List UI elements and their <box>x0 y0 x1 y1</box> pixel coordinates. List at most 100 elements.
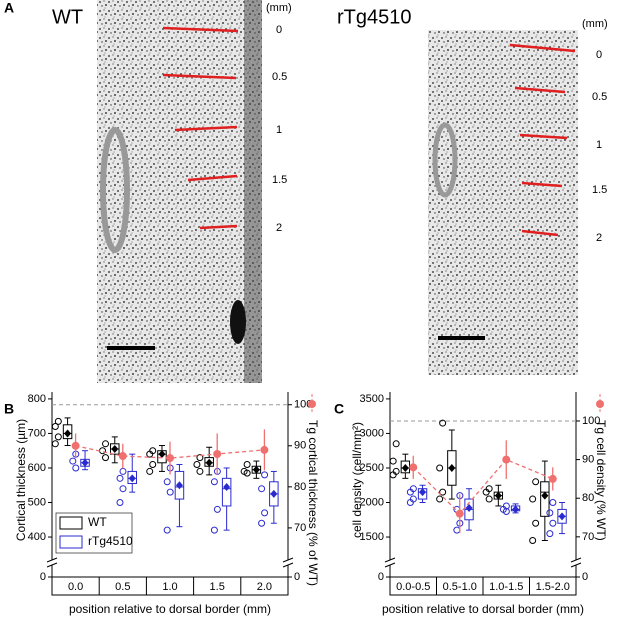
axis-break <box>283 560 293 565</box>
data-point <box>439 419 447 427</box>
mean <box>128 474 136 483</box>
data-point <box>243 461 251 469</box>
data-point <box>72 464 80 472</box>
y2-tick-label: 100 <box>294 399 312 411</box>
data-point <box>102 454 110 462</box>
data-point <box>213 505 221 513</box>
x-tick-label: 1.5 <box>210 581 225 593</box>
data-point <box>406 488 414 496</box>
axis-break <box>571 560 581 565</box>
depth-label: 2 <box>596 232 602 244</box>
depth-label: 1.5 <box>272 174 287 186</box>
x-axis-label: position relative to dorsal border (mm) <box>382 602 584 616</box>
axis-break <box>46 557 58 563</box>
legend-swatch <box>59 516 83 530</box>
unit-label: (mm) <box>582 18 608 30</box>
data-point <box>116 499 124 507</box>
y2-tick-label: 0 <box>294 571 300 583</box>
panel-label: B <box>4 401 14 417</box>
y2-axis-label: Tg cell density (% WT) <box>594 420 608 541</box>
depth-label: 0 <box>596 49 602 61</box>
mean <box>558 512 566 521</box>
data-point <box>163 526 171 534</box>
data-point <box>210 478 218 486</box>
data-point <box>406 499 414 507</box>
position-lines <box>162 26 576 237</box>
tissue <box>100 127 130 253</box>
data-point <box>436 495 444 503</box>
y-tick-label: 2000 <box>360 496 384 508</box>
mean <box>252 465 260 474</box>
data-point <box>482 488 490 496</box>
ratio-point <box>409 463 418 472</box>
tissue <box>244 0 262 383</box>
data-point <box>54 433 62 441</box>
data-point <box>99 447 107 455</box>
ratio-point <box>502 455 511 464</box>
axis-break <box>47 560 57 565</box>
axis-break <box>384 562 396 568</box>
x-tick-label: 1.0-1.5 <box>489 581 523 593</box>
tg-title: rTg4510 <box>337 6 412 28</box>
y2-tick-label: 0 <box>582 571 588 583</box>
ratio-point <box>118 452 127 461</box>
data-point <box>149 461 157 469</box>
data-point <box>532 478 540 486</box>
ratio-point <box>213 449 222 458</box>
panel-label: A <box>4 0 14 16</box>
data-point <box>166 488 174 496</box>
mean <box>158 450 166 459</box>
y2-tick-label: 90 <box>582 454 594 466</box>
axis-break <box>282 557 294 563</box>
data-point <box>549 499 557 507</box>
legend-marker <box>308 400 316 408</box>
y-tick-label: 3000 <box>360 427 384 439</box>
mean <box>64 429 72 438</box>
ratio-point <box>548 474 557 483</box>
axis-break <box>385 560 395 565</box>
data-point <box>436 464 444 472</box>
y-tick-label: 2500 <box>360 462 384 474</box>
legend-marker <box>596 400 604 408</box>
data-point <box>119 467 127 475</box>
mean <box>270 489 278 498</box>
legend-label: WT <box>88 515 107 529</box>
x-tick-label: 0.5 <box>115 581 130 593</box>
data-point <box>210 526 218 534</box>
data-point <box>69 457 77 465</box>
legend-swatch <box>59 535 83 549</box>
data-point <box>529 536 537 544</box>
mean <box>541 491 549 500</box>
data-point <box>532 519 540 527</box>
y2-tick-label: 80 <box>582 492 594 504</box>
tissue <box>230 300 246 344</box>
data-point <box>116 474 124 482</box>
y-tick-label: 700 <box>28 427 46 439</box>
mean <box>223 482 231 491</box>
ratio-point <box>455 509 464 518</box>
y-tick-label: 500 <box>28 496 46 508</box>
data-point <box>392 440 400 448</box>
y-axis-label: Cortical thickness (µm) <box>14 419 28 541</box>
x-tick-label: 1.5-2.0 <box>536 581 570 593</box>
box <box>221 477 232 507</box>
data-point <box>261 471 269 479</box>
data-point <box>261 509 269 517</box>
y-tick-label: 3500 <box>360 393 384 405</box>
y2-tick-label: 90 <box>294 440 306 452</box>
ratio-point <box>260 445 269 454</box>
unit-label: (mm) <box>266 2 292 14</box>
y2-tick-label: 70 <box>294 522 306 534</box>
data-point <box>54 417 62 425</box>
x-tick-label: 2.0 <box>257 581 272 593</box>
y-tick-label: 0 <box>40 571 46 583</box>
data-point <box>485 495 493 503</box>
wt-title: WT <box>52 6 83 28</box>
mean <box>419 488 427 497</box>
ratio-line <box>412 458 553 515</box>
data-point <box>196 467 204 475</box>
panel-label: C <box>334 401 344 417</box>
data-point <box>163 478 171 486</box>
mean <box>175 481 183 490</box>
data-point <box>529 495 537 503</box>
